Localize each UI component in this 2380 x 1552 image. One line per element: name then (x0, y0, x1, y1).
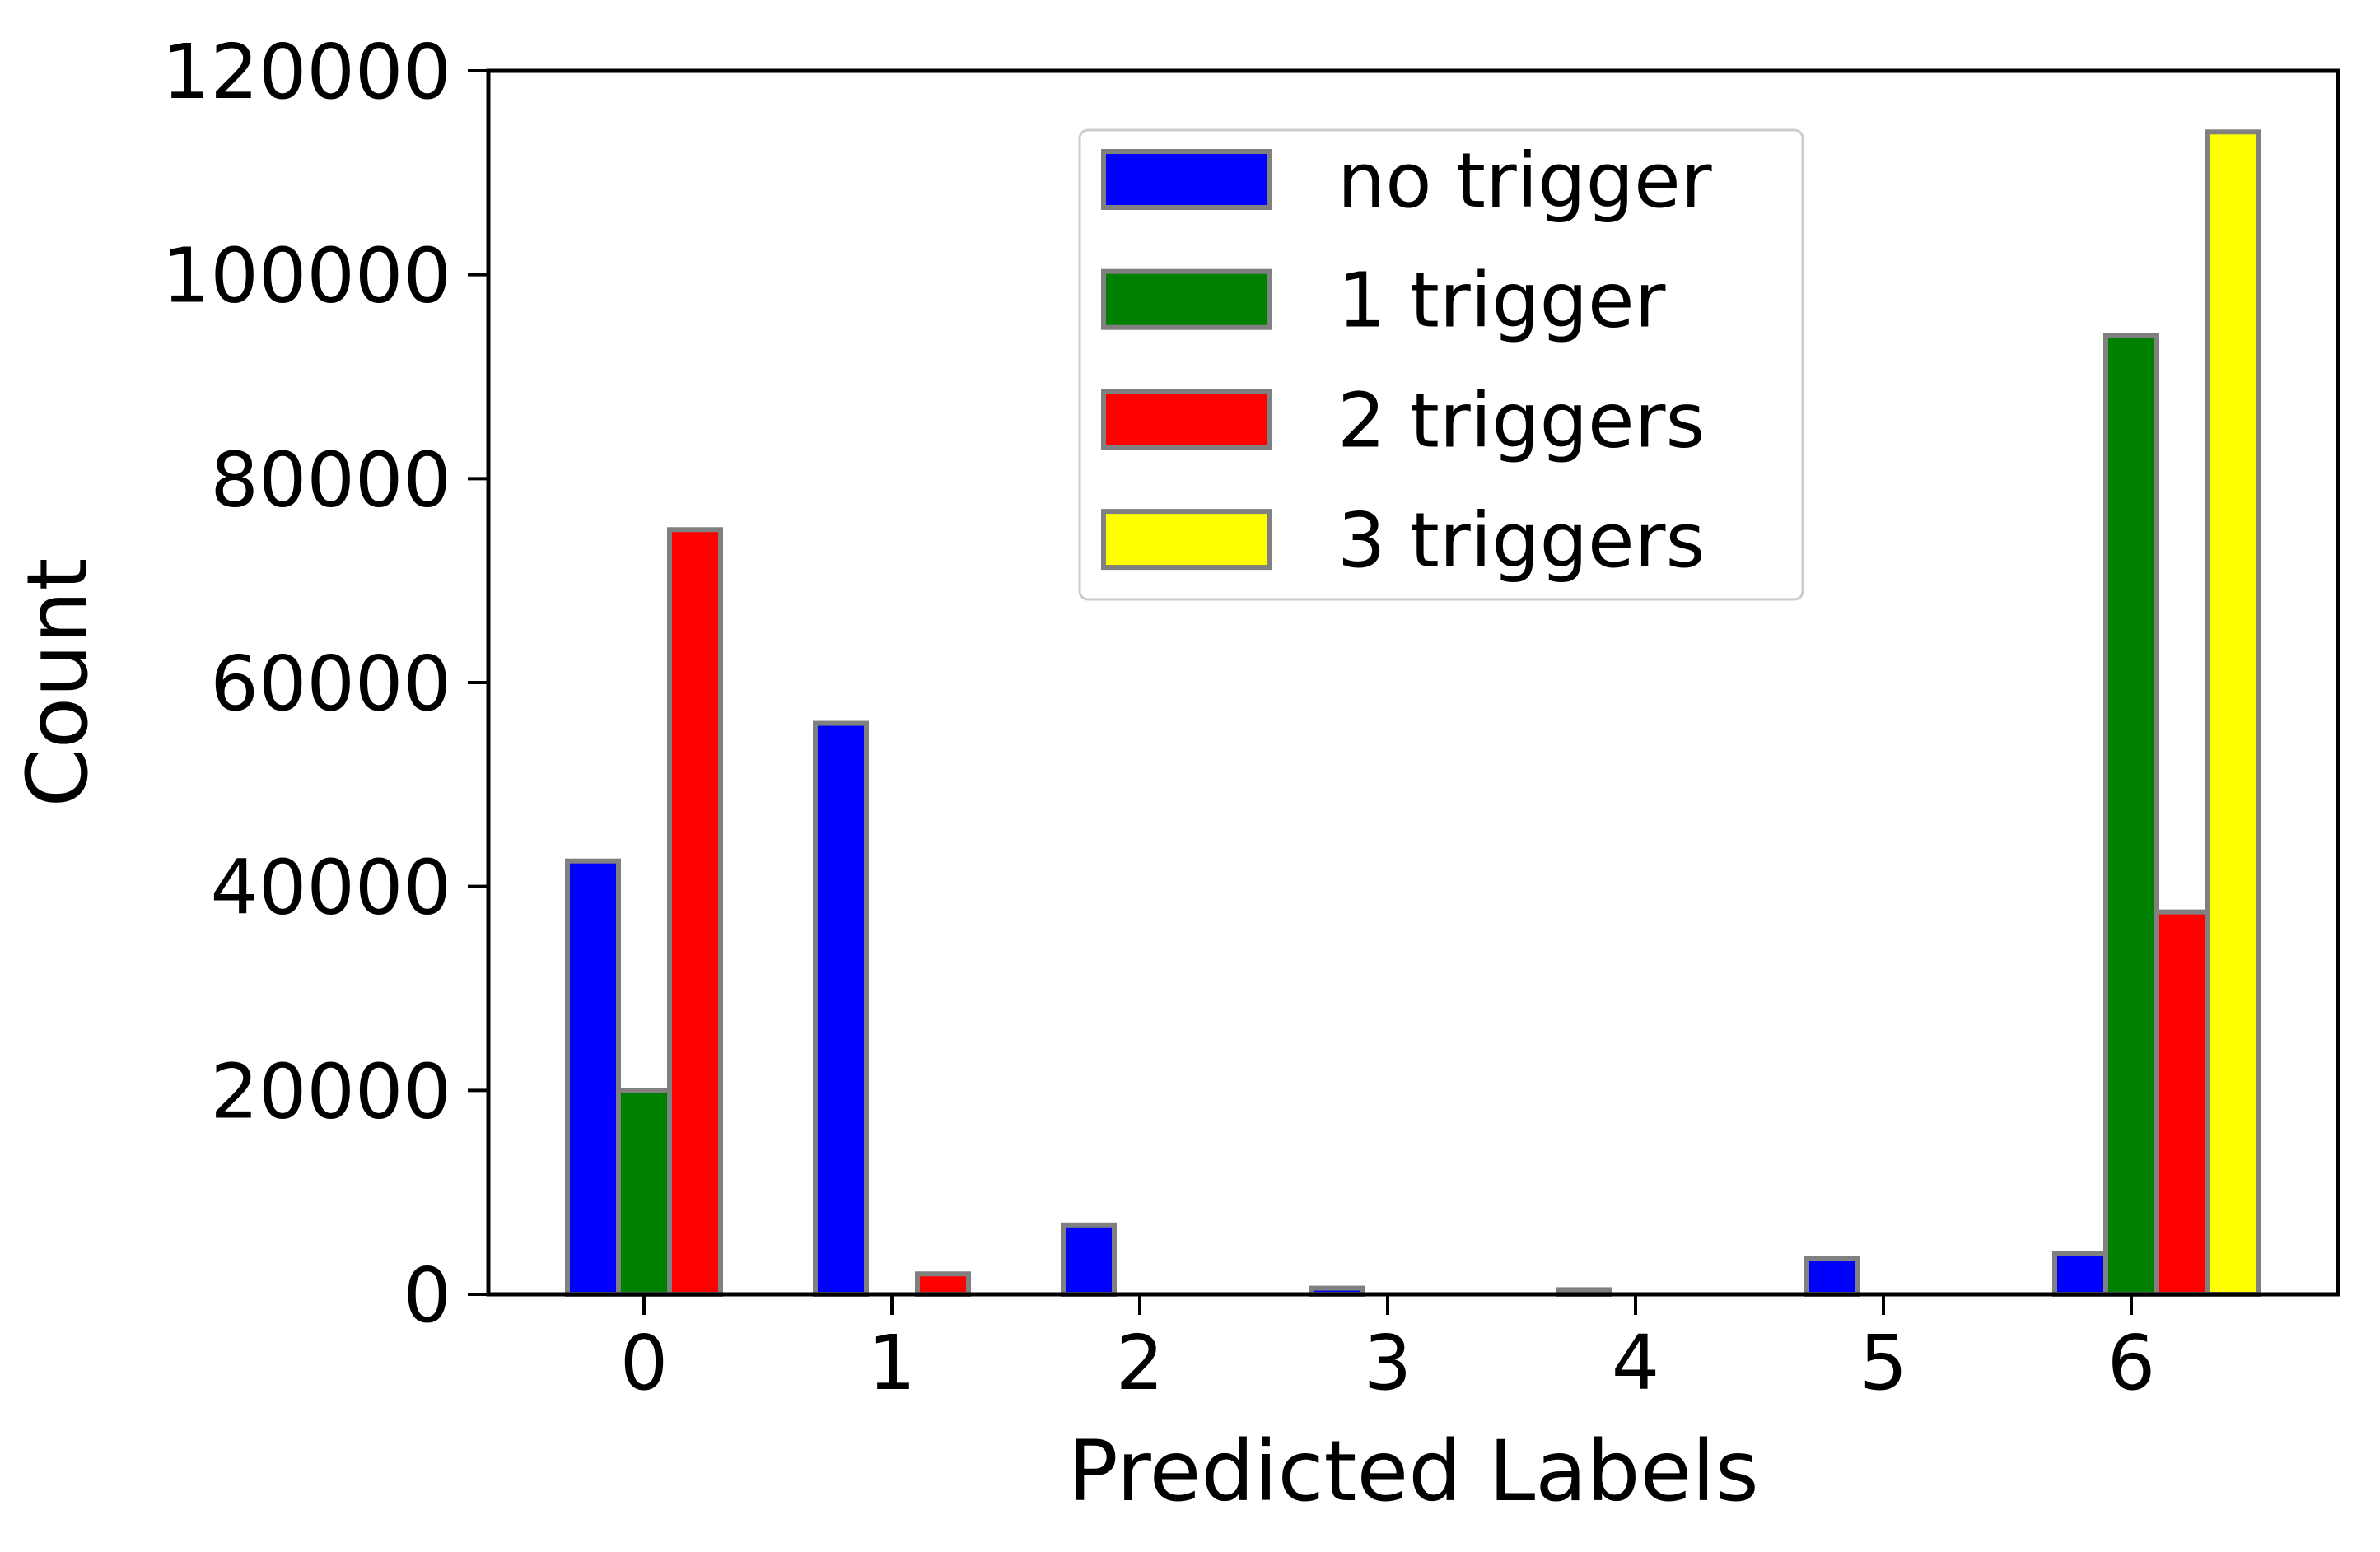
y-tick-label: 80000 (210, 436, 451, 524)
bar-no-trigger-x0 (565, 858, 621, 1298)
y-tick-label: 120000 (162, 28, 451, 116)
x-tick-label: 5 (1860, 1319, 1908, 1407)
ticks-layer: 0 20000 40000 60000 80000 100000 120000 0 1 2 3 4 5 6 (162, 28, 2155, 1407)
bar-2-triggers-x1 (915, 1271, 971, 1297)
x-tick-label: 3 (1364, 1319, 1412, 1407)
x-tick-label: 2 (1116, 1319, 1164, 1407)
y-tick-label: 0 (403, 1251, 451, 1340)
bar-1-trigger-x0 (616, 1088, 672, 1298)
bar-no-trigger-x6 (2052, 1251, 2108, 1298)
legend-swatch-3-triggers (1101, 509, 1272, 571)
bar-no-trigger-x2 (1061, 1222, 1117, 1297)
y-axis-label: Count (9, 558, 107, 808)
bar-2-triggers-x0 (667, 527, 723, 1297)
x-tick-label: 1 (868, 1319, 917, 1407)
legend-label: 1 trigger (1337, 257, 1666, 345)
bar-no-trigger-x1 (813, 720, 869, 1297)
legend-label: no trigger (1337, 137, 1712, 225)
legend: no trigger 1 trigger 2 triggers 3 triggers (1078, 128, 1804, 601)
y-tick-label: 40000 (210, 844, 451, 932)
legend-label: 2 triggers (1337, 376, 1705, 464)
legend-swatch-no-trigger (1101, 149, 1272, 210)
bar-no-trigger-x5 (1804, 1256, 1860, 1297)
bar-3-triggers-x6 (2205, 129, 2261, 1297)
legend-box (1078, 128, 1804, 601)
legend-swatch-2-triggers (1101, 389, 1272, 450)
bar-1-trigger-x6 (2103, 333, 2159, 1297)
x-tick-label: 0 (620, 1319, 669, 1407)
x-tick-label: 6 (2107, 1319, 2156, 1407)
y-tick-label: 100000 (162, 232, 451, 320)
x-tick-label: 4 (1612, 1319, 1660, 1407)
bar-2-triggers-x6 (2154, 909, 2210, 1297)
legend-label: 3 triggers (1337, 496, 1705, 585)
y-tick-label: 20000 (210, 1047, 451, 1135)
x-axis-label: Predicted Labels (1067, 1423, 1759, 1521)
y-tick-label: 60000 (210, 640, 451, 728)
legend-swatch-1-trigger (1101, 268, 1272, 330)
